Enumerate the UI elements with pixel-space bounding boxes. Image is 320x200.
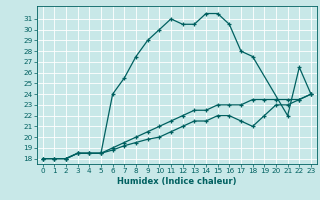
X-axis label: Humidex (Indice chaleur): Humidex (Indice chaleur) <box>117 177 236 186</box>
